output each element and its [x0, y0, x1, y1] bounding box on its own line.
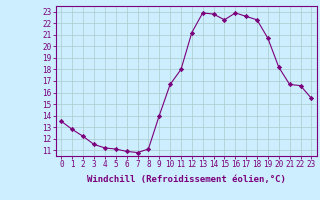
- X-axis label: Windchill (Refroidissement éolien,°C): Windchill (Refroidissement éolien,°C): [87, 175, 286, 184]
